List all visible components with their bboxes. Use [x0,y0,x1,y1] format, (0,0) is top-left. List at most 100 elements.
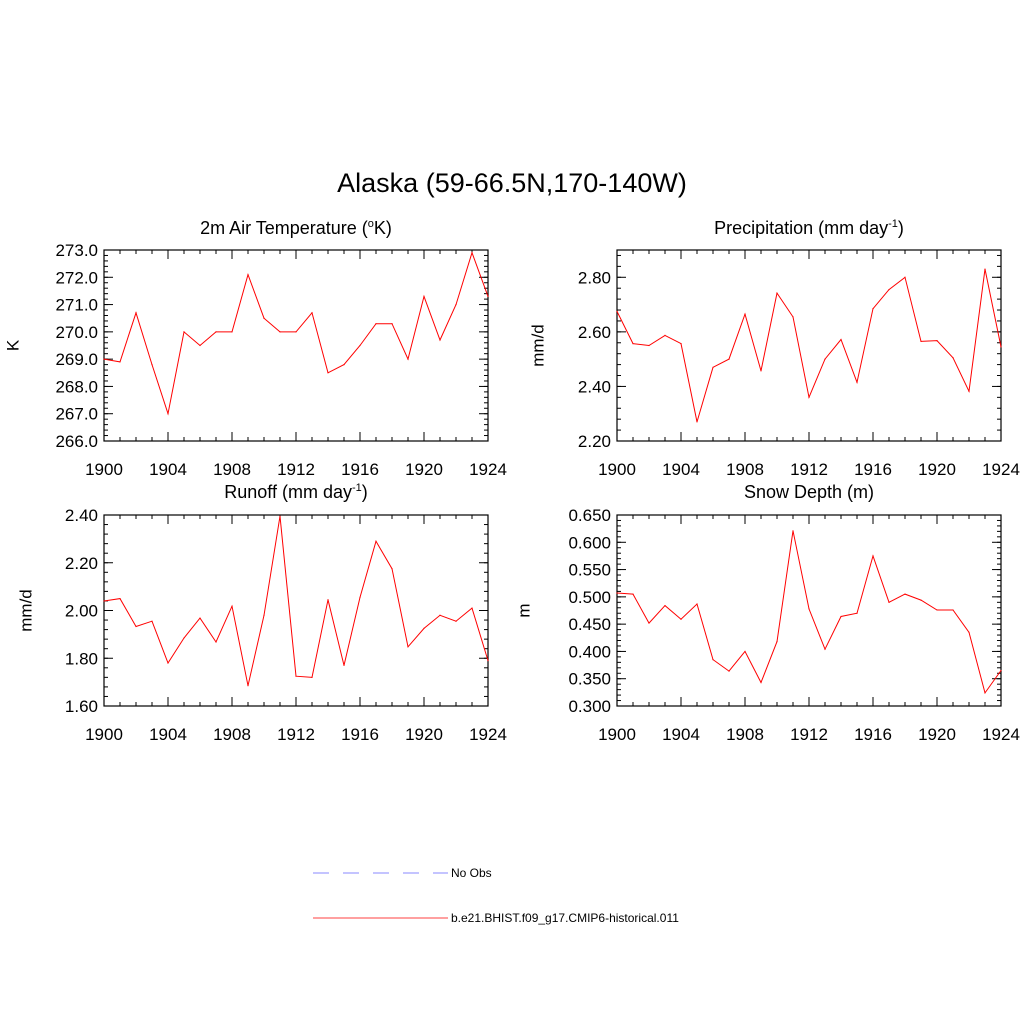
y-tick-label: 2.20 [578,432,611,451]
x-tick-label: 1924 [982,725,1020,744]
data-point [247,685,249,687]
y-tick-label: 1.80 [65,649,98,668]
data-point [680,342,682,345]
data-point [632,593,634,595]
data-point [792,316,794,318]
y-tick-label: 2.40 [65,506,98,525]
data-point [359,344,361,347]
y-tick-label: 0.350 [568,670,611,689]
data-point [391,323,393,325]
data-point [327,599,329,601]
x-tick-label: 1912 [277,725,315,744]
panel-title-snow-depth: Snow Depth (m) [617,482,1001,503]
x-tick-label: 1920 [918,725,956,744]
x-tick-label: 1904 [662,460,700,479]
data-point [103,358,105,360]
data-point [423,627,425,630]
data-point [904,593,906,595]
data-point [712,366,714,368]
y-tick-label: 272.0 [55,268,98,287]
data-point [407,646,409,648]
data-point [215,641,217,643]
data-point [968,631,970,633]
data-point [311,312,313,314]
data-point [952,609,954,611]
x-tick-label: 1900 [598,725,636,744]
data-point [263,614,265,616]
y-tick-label: 273.0 [55,241,98,260]
data-point [1000,346,1002,348]
x-tick-label: 1920 [405,725,443,744]
data-point [664,334,666,337]
data-point [776,292,778,294]
y-tick-label: 0.600 [568,533,611,552]
y-tick-label: 270.0 [55,323,98,342]
data-point [231,331,233,333]
x-tick-label: 1912 [277,460,315,479]
data-point [119,361,121,363]
y-axis-label-runoff: mm/d [17,589,36,632]
y-tick-label: 0.300 [568,697,611,716]
data-point [263,317,265,319]
data-point [343,364,345,366]
y-tick-label: 2.00 [65,602,98,621]
panel-title-text: Snow Depth (m) [743,482,875,502]
data-point [423,295,425,297]
y-tick-label: 0.550 [568,561,611,580]
data-point [199,344,201,347]
panel-title-text: 2m Air Temperature ( [200,218,368,238]
x-tick-label: 1924 [469,725,507,744]
data-point [824,648,826,650]
x-tick-label: 1904 [662,725,700,744]
legend-model-label: b.e21.BHIST.f09_g17.CMIP6-historical.011 [451,911,679,925]
data-point [632,342,634,345]
y-tick-label: 2.40 [578,377,611,396]
data-point [984,692,986,694]
x-tick-label: 1916 [341,725,379,744]
data-point [920,340,922,343]
data-point [664,604,666,607]
data-point [696,603,698,605]
data-point [279,515,281,517]
y-tick-label: 2.60 [578,323,611,342]
y-tick-label: 267.0 [55,405,98,424]
data-point [167,413,169,415]
data-point [455,303,457,306]
data-point [728,358,730,360]
data-point [135,625,137,628]
data-point [744,313,746,315]
x-tick-label: 1904 [149,460,187,479]
data-point [295,331,297,333]
x-tick-label: 1900 [85,725,123,744]
data-point [455,620,457,622]
y-tick-label: 0.500 [568,588,611,607]
y-tick-label: 266.0 [55,432,98,451]
data-point [728,670,730,672]
data-point [888,288,890,291]
data-point [776,641,778,643]
data-point [311,676,313,678]
data-point [808,608,810,610]
data-point [648,344,650,347]
y-axis-label-temperature: K [4,339,23,351]
y-tick-label: 0.650 [568,506,611,525]
data-point [487,295,489,297]
figure-title: Alaska (59-66.5N,170-140W) [337,168,687,198]
data-point [968,390,970,392]
data-point [343,664,345,667]
x-tick-label: 1924 [982,460,1020,479]
panel-title-text-end: ) [897,218,904,238]
data-point [936,609,938,611]
data-point [103,600,105,602]
panel-title-precipitation: Precipitation (mm day-1) [617,218,1001,239]
y-tick-label: 2.20 [65,554,98,573]
data-point [824,358,826,360]
data-point [119,597,121,600]
panel-title-superscript: -1 [351,482,362,494]
data-point [183,637,185,639]
data-point [151,364,153,366]
y-tick-label: 269.0 [55,350,98,369]
